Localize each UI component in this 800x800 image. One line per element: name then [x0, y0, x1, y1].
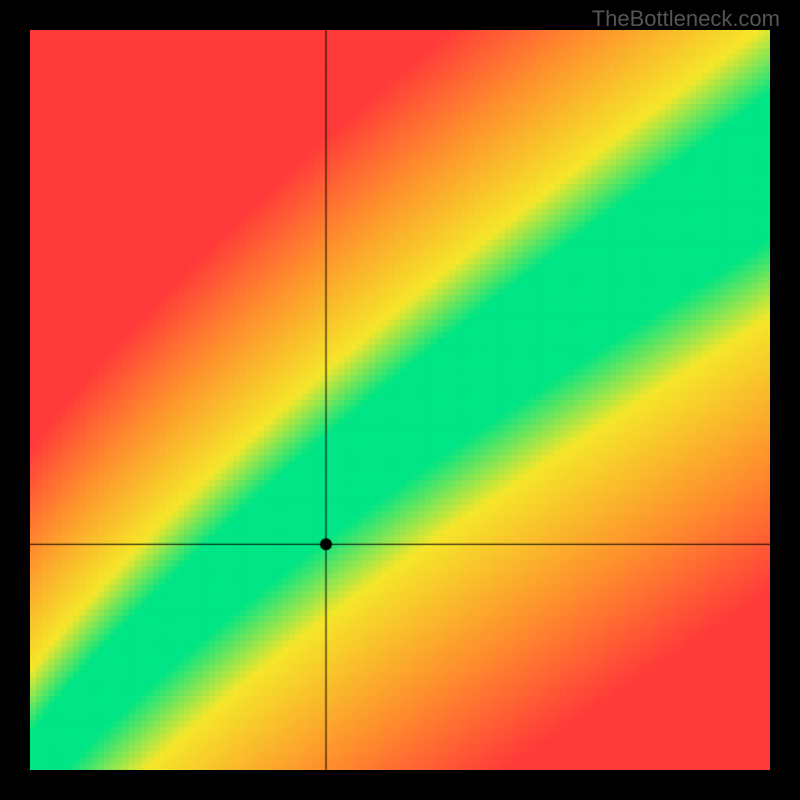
heatmap-canvas [30, 30, 770, 770]
bottleneck-heatmap [30, 30, 770, 770]
chart-container: TheBottleneck.com [0, 0, 800, 800]
watermark: TheBottleneck.com [592, 6, 780, 32]
